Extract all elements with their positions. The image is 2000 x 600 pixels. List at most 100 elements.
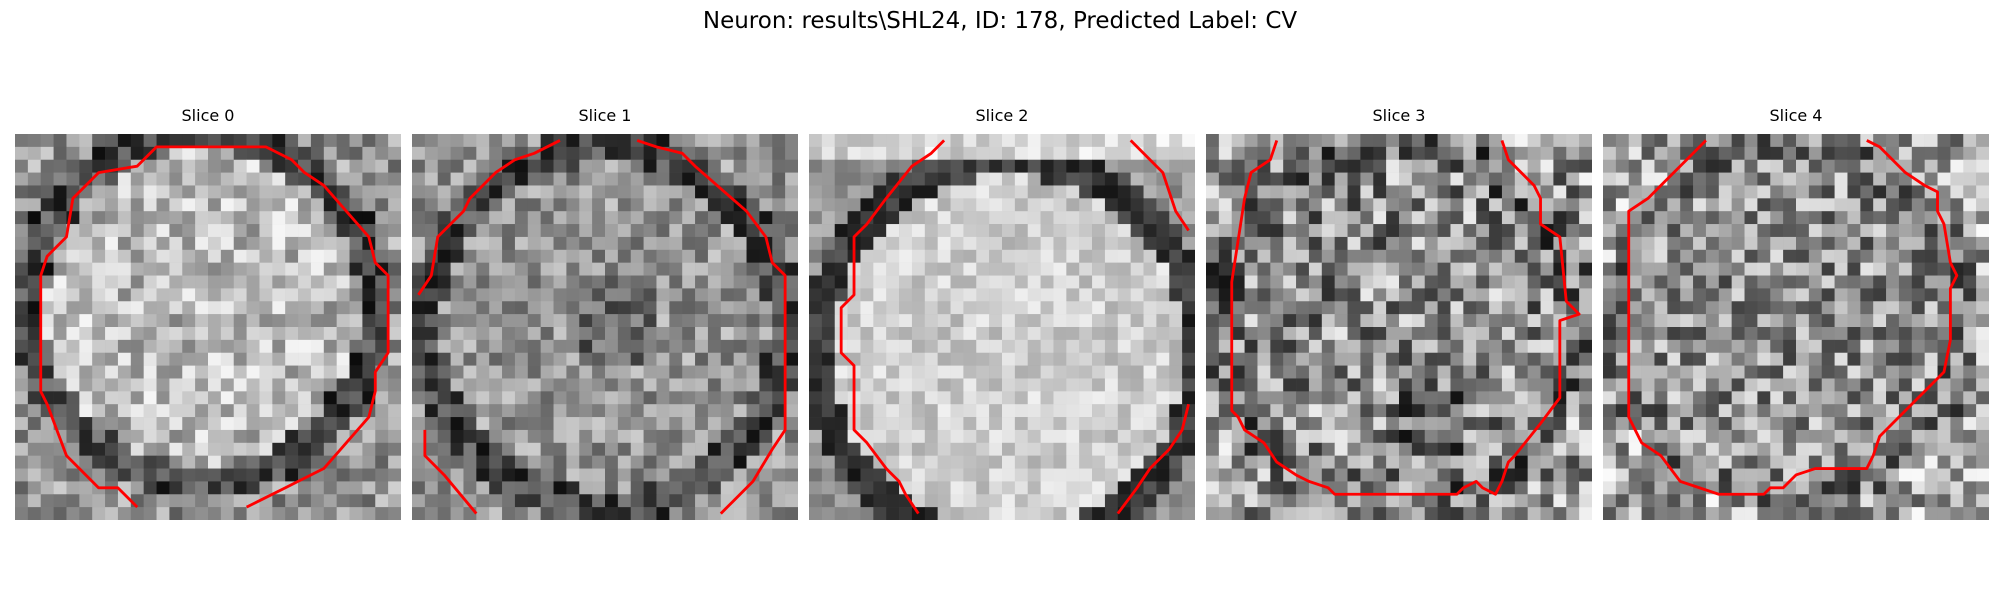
pixel xyxy=(1718,211,1732,225)
pixel xyxy=(821,365,835,379)
pixel xyxy=(924,249,938,263)
pixel xyxy=(450,262,464,276)
pixel xyxy=(937,211,951,225)
pixel xyxy=(79,301,93,315)
pixel xyxy=(1886,185,1900,199)
pixel xyxy=(785,378,798,392)
pixel xyxy=(1053,455,1067,469)
pixel xyxy=(1718,185,1732,199)
pixel xyxy=(1218,211,1232,225)
pixel xyxy=(1450,301,1464,315)
pixel xyxy=(886,172,900,186)
pixel xyxy=(463,429,477,444)
pixel xyxy=(1553,404,1567,418)
pixel xyxy=(246,211,260,225)
pixel xyxy=(1579,262,1592,276)
pixel xyxy=(514,417,529,431)
pixel xyxy=(1182,455,1195,469)
pixel xyxy=(412,262,426,276)
pixel xyxy=(1092,185,1106,199)
pixel xyxy=(1040,172,1054,186)
pixel xyxy=(976,134,990,148)
pixel xyxy=(1437,288,1451,302)
pixel xyxy=(1437,391,1451,405)
pixel xyxy=(643,417,657,431)
pixel xyxy=(643,468,657,482)
pixel xyxy=(1718,404,1732,418)
pixel xyxy=(362,275,376,289)
pixel xyxy=(1104,198,1119,212)
pixel xyxy=(27,494,41,508)
pixel xyxy=(1603,404,1617,418)
pixel xyxy=(476,391,490,405)
pixel xyxy=(412,327,426,341)
pixel xyxy=(1244,275,1258,289)
pixel xyxy=(772,327,786,341)
pixel xyxy=(1976,481,1989,495)
pixel xyxy=(105,365,119,379)
pixel xyxy=(323,275,337,289)
pixel xyxy=(1489,339,1503,353)
pixel xyxy=(450,134,464,148)
pixel xyxy=(1680,172,1694,186)
pixel xyxy=(759,146,773,160)
pixel xyxy=(1680,134,1694,148)
pixel xyxy=(349,352,363,366)
pixel xyxy=(246,391,260,405)
pixel xyxy=(169,224,183,238)
pixel xyxy=(963,481,977,495)
pixel xyxy=(605,159,619,173)
pixel xyxy=(1270,378,1284,392)
pixel xyxy=(553,404,567,418)
pixel xyxy=(53,391,67,405)
pixel xyxy=(1334,417,1348,431)
pixel xyxy=(1808,288,1822,302)
pixel xyxy=(514,339,529,353)
pixel xyxy=(1117,146,1131,160)
pixel xyxy=(1386,198,1400,212)
pixel xyxy=(1079,236,1093,251)
pixel xyxy=(336,378,350,392)
pixel xyxy=(1079,455,1093,469)
pixel xyxy=(579,172,593,186)
pixel xyxy=(1680,262,1694,276)
pixel xyxy=(911,442,926,456)
pixel xyxy=(1283,314,1297,328)
pixel xyxy=(707,314,722,328)
pixel xyxy=(1476,172,1490,186)
pixel xyxy=(1744,224,1758,238)
pixel xyxy=(502,417,516,431)
pixel xyxy=(1924,429,1938,444)
pixel xyxy=(937,481,951,495)
pixel xyxy=(349,494,363,508)
pixel xyxy=(643,391,657,405)
pixel xyxy=(937,262,951,276)
pixel xyxy=(15,404,29,418)
pixel xyxy=(1450,146,1464,160)
pixel xyxy=(1847,314,1861,328)
pixel xyxy=(1680,159,1694,173)
pixel xyxy=(246,172,260,186)
pixel xyxy=(592,429,606,444)
pixel xyxy=(476,455,490,469)
pixel xyxy=(1002,211,1016,225)
pixel xyxy=(1360,352,1374,366)
pixel xyxy=(130,507,144,520)
pixel xyxy=(1654,198,1668,212)
pixel xyxy=(1615,198,1629,212)
contour-line xyxy=(1129,139,1190,232)
pixel xyxy=(630,429,644,444)
pixel xyxy=(1424,146,1438,160)
pixel xyxy=(566,507,580,520)
pixel xyxy=(220,481,234,495)
pixel xyxy=(1514,198,1528,212)
pixel xyxy=(1182,365,1195,379)
pixel xyxy=(1489,301,1503,315)
pixel xyxy=(92,314,106,328)
pixel xyxy=(785,185,798,199)
pixel xyxy=(1628,236,1642,251)
pixel xyxy=(1937,159,1951,173)
pixel xyxy=(1463,391,1477,405)
pixel xyxy=(27,301,41,315)
pixel xyxy=(66,507,80,520)
